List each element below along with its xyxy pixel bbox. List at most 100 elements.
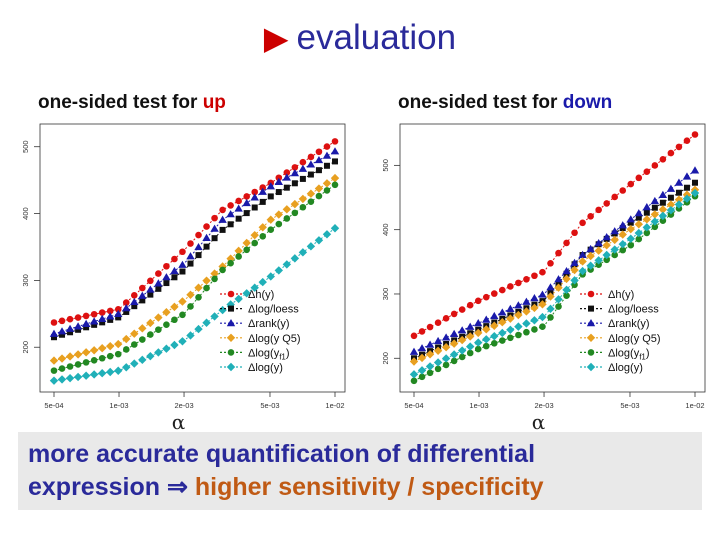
right-x-tick-label: 5e-03: [620, 401, 639, 410]
left-series-3-point: [298, 194, 308, 204]
right-series-4-point: [515, 331, 522, 339]
right-series-5-point: [506, 325, 515, 335]
left-x-axis-label: α: [172, 410, 186, 434]
left-series-5-point: [322, 230, 332, 239]
left-series-2-point: [114, 309, 123, 318]
right-series-4-point: [434, 365, 442, 373]
right-series-2-point: [433, 336, 443, 345]
left-series-0-point: [130, 292, 138, 299]
right-series-3-point: [562, 274, 571, 284]
left-series-3-point: [242, 238, 251, 248]
conclusion-line-2: expression ⇒ higher sensitivity / specif…: [28, 471, 692, 504]
left-series-1-point: [251, 204, 258, 211]
right-series-1-point: [643, 209, 650, 216]
right-series-5-point: [578, 266, 587, 276]
right-series-2-point: [490, 311, 499, 320]
left-series-3-point: [266, 215, 275, 224]
right-series-2-point: [570, 258, 579, 266]
right-series-3-point: [530, 303, 539, 313]
right-legend-marker-3: [586, 333, 596, 342]
left-series-5-point: [274, 266, 283, 275]
left-series-1-line: [53, 160, 336, 338]
left-series-1-point: [107, 316, 114, 323]
right-series-3-point: [610, 235, 619, 245]
left-series-3-point: [322, 179, 332, 188]
right-series-0-point: [426, 323, 434, 331]
left-series-0-point: [195, 231, 202, 239]
right-x-tick-label: 1e-03: [469, 401, 488, 410]
left-legend-marker-4: [227, 349, 235, 356]
right-series-2-point: [425, 340, 435, 348]
right-series-3-point: [618, 230, 627, 239]
left-y-tick-label: 200: [21, 341, 30, 354]
right-series-2-point: [530, 294, 539, 302]
right-y-tick-label: 300: [381, 288, 390, 301]
right-series-2-point: [618, 221, 627, 229]
left-series-1-point: [275, 189, 282, 196]
right-series-4-point: [539, 323, 546, 330]
left-y-tick-label: 400: [21, 207, 30, 220]
right-series-5-point: [658, 211, 668, 221]
right-chart-subtitle: one-sided test for down: [398, 92, 612, 114]
left-series-0: [50, 138, 339, 326]
right-series-2-line: [413, 170, 696, 353]
implies-arrow-icon: ⇒: [166, 473, 188, 501]
right-series-0-point: [539, 268, 546, 276]
right-series-4-point: [466, 349, 474, 357]
left-series-2-point: [306, 160, 316, 168]
left-series-2-point: [57, 327, 67, 335]
right-series-3-point: [594, 246, 603, 255]
left-legend-label-1: Δlog/loess: [248, 304, 299, 316]
slide-title-text: evaluation: [296, 18, 457, 57]
right-series-4-line: [413, 195, 696, 382]
left-series-3-point: [114, 339, 123, 349]
left-x-tick-label: 1e-02: [325, 401, 344, 410]
right-series-5-point: [474, 338, 483, 347]
left-series-5-point: [178, 337, 187, 346]
left-series-2-point: [97, 314, 107, 323]
right-series-0-point: [434, 319, 442, 326]
right-series-0: [410, 131, 699, 340]
left-series-1-point: [291, 180, 298, 187]
right-chart: 200 300 400 500 5e-04 1e-03 2e-03 5e-03 1e-02 α Δh…: [381, 123, 706, 434]
left-series-2-point: [81, 319, 91, 327]
right-series-0-point: [466, 301, 474, 309]
right-series-3-point: [634, 220, 643, 229]
left-series-3-point: [154, 313, 163, 322]
right-x-tick-label: 2e-03: [534, 401, 553, 410]
right-series-2-point: [449, 329, 459, 337]
right-plot-frame: [399, 123, 706, 393]
left-series-4-point: [275, 220, 283, 228]
right-series-5-point: [466, 342, 475, 351]
right-legend-marker-0: [587, 290, 595, 298]
right-series-2-point: [498, 308, 507, 316]
right-series-2-point: [562, 266, 571, 275]
right-series-2-point: [466, 322, 475, 330]
left-series-5-point: [258, 277, 267, 287]
left-series-1-point: [131, 303, 138, 310]
right-legend-marker-5: [586, 362, 596, 372]
left-series-5-point: [330, 224, 340, 233]
right-series-3-point: [441, 343, 451, 352]
left-series-4-point: [163, 321, 170, 328]
right-series-3-point: [490, 321, 499, 330]
right-y-tick-label: 400: [381, 223, 390, 236]
right-series-3-point: [658, 205, 668, 214]
right-series-0-point: [691, 131, 699, 138]
right-series-4-point: [474, 345, 482, 353]
left-series-0-point: [203, 223, 210, 230]
left-series-4-point: [139, 336, 146, 343]
left-series-2-point: [170, 266, 179, 275]
right-series-0-line: [413, 134, 696, 337]
right-series-2-point: [409, 347, 419, 355]
right-series-2: [409, 166, 700, 355]
right-series-3-point: [449, 339, 459, 348]
left-series-3-point: [122, 334, 131, 344]
left-y-tick-label: 300: [21, 274, 30, 287]
left-series-1-point: [115, 314, 122, 321]
left-y-tick-label: 500: [21, 140, 30, 153]
play-triangle-icon: ▶: [263, 20, 289, 56]
right-legend-label-4: Δlog(yf1): [608, 347, 650, 361]
left-series-3-point: [138, 324, 147, 333]
left-series-4-point: [106, 352, 114, 360]
